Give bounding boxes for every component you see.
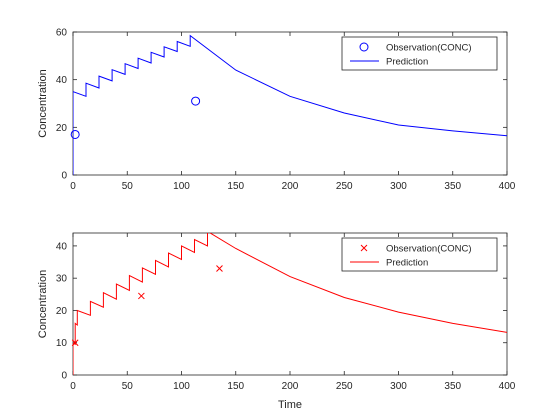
x-tick-label: 250 <box>336 381 353 392</box>
x-tick-label: 150 <box>227 381 244 392</box>
x-tick-label: 0 <box>70 181 76 192</box>
prediction-line <box>73 233 507 375</box>
prediction-line <box>73 34 507 175</box>
y-axis-label: Concentration <box>37 270 49 339</box>
x-tick-label: 300 <box>390 181 407 192</box>
x-tick-label: 100 <box>173 181 190 192</box>
x-axis-label: Time <box>278 399 302 411</box>
x-tick-label: 350 <box>444 381 461 392</box>
observation-point <box>191 96 201 106</box>
legend-observation-label: Observation(CONC) <box>386 43 472 54</box>
y-tick-label: 0 <box>61 171 67 182</box>
legend-box <box>341 36 498 71</box>
x-tick-label: 400 <box>499 381 516 392</box>
x-tick-label: 50 <box>122 181 134 192</box>
y-axis-label: Concentration <box>37 69 49 138</box>
legend-observation-symbol <box>360 244 368 252</box>
x-tick-label: 0 <box>70 381 76 392</box>
x-tick-label: 400 <box>499 181 516 192</box>
observation-point <box>138 292 145 300</box>
legend-box <box>341 237 498 272</box>
y-tick-label: 40 <box>56 241 68 252</box>
x-tick-label: 350 <box>444 181 461 192</box>
y-tick-label: 30 <box>56 274 68 285</box>
x-tick-label: 150 <box>227 181 244 192</box>
x-tick-label: 50 <box>122 381 134 392</box>
y-tick-label: 20 <box>56 123 68 134</box>
y-tick-label: 40 <box>56 75 68 86</box>
x-tick-label: 250 <box>336 181 353 192</box>
x-tick-label: 200 <box>282 381 299 392</box>
legend-observation-symbol <box>359 42 369 52</box>
legend-prediction-label: Prediction <box>386 57 428 68</box>
legend-prediction-label: Prediction <box>386 258 428 269</box>
legend-observation-label: Observation(CONC) <box>386 244 472 255</box>
y-tick-label: 60 <box>56 28 68 39</box>
observation-point <box>70 129 80 139</box>
observation-point <box>71 339 79 347</box>
observation-point <box>216 265 223 272</box>
y-tick-label: 20 <box>56 306 68 317</box>
x-tick-label: 200 <box>282 181 299 192</box>
y-tick-label: 10 <box>56 338 68 349</box>
x-tick-label: 300 <box>390 381 407 392</box>
y-tick-label: 0 <box>61 371 67 382</box>
x-tick-label: 100 <box>173 381 190 392</box>
